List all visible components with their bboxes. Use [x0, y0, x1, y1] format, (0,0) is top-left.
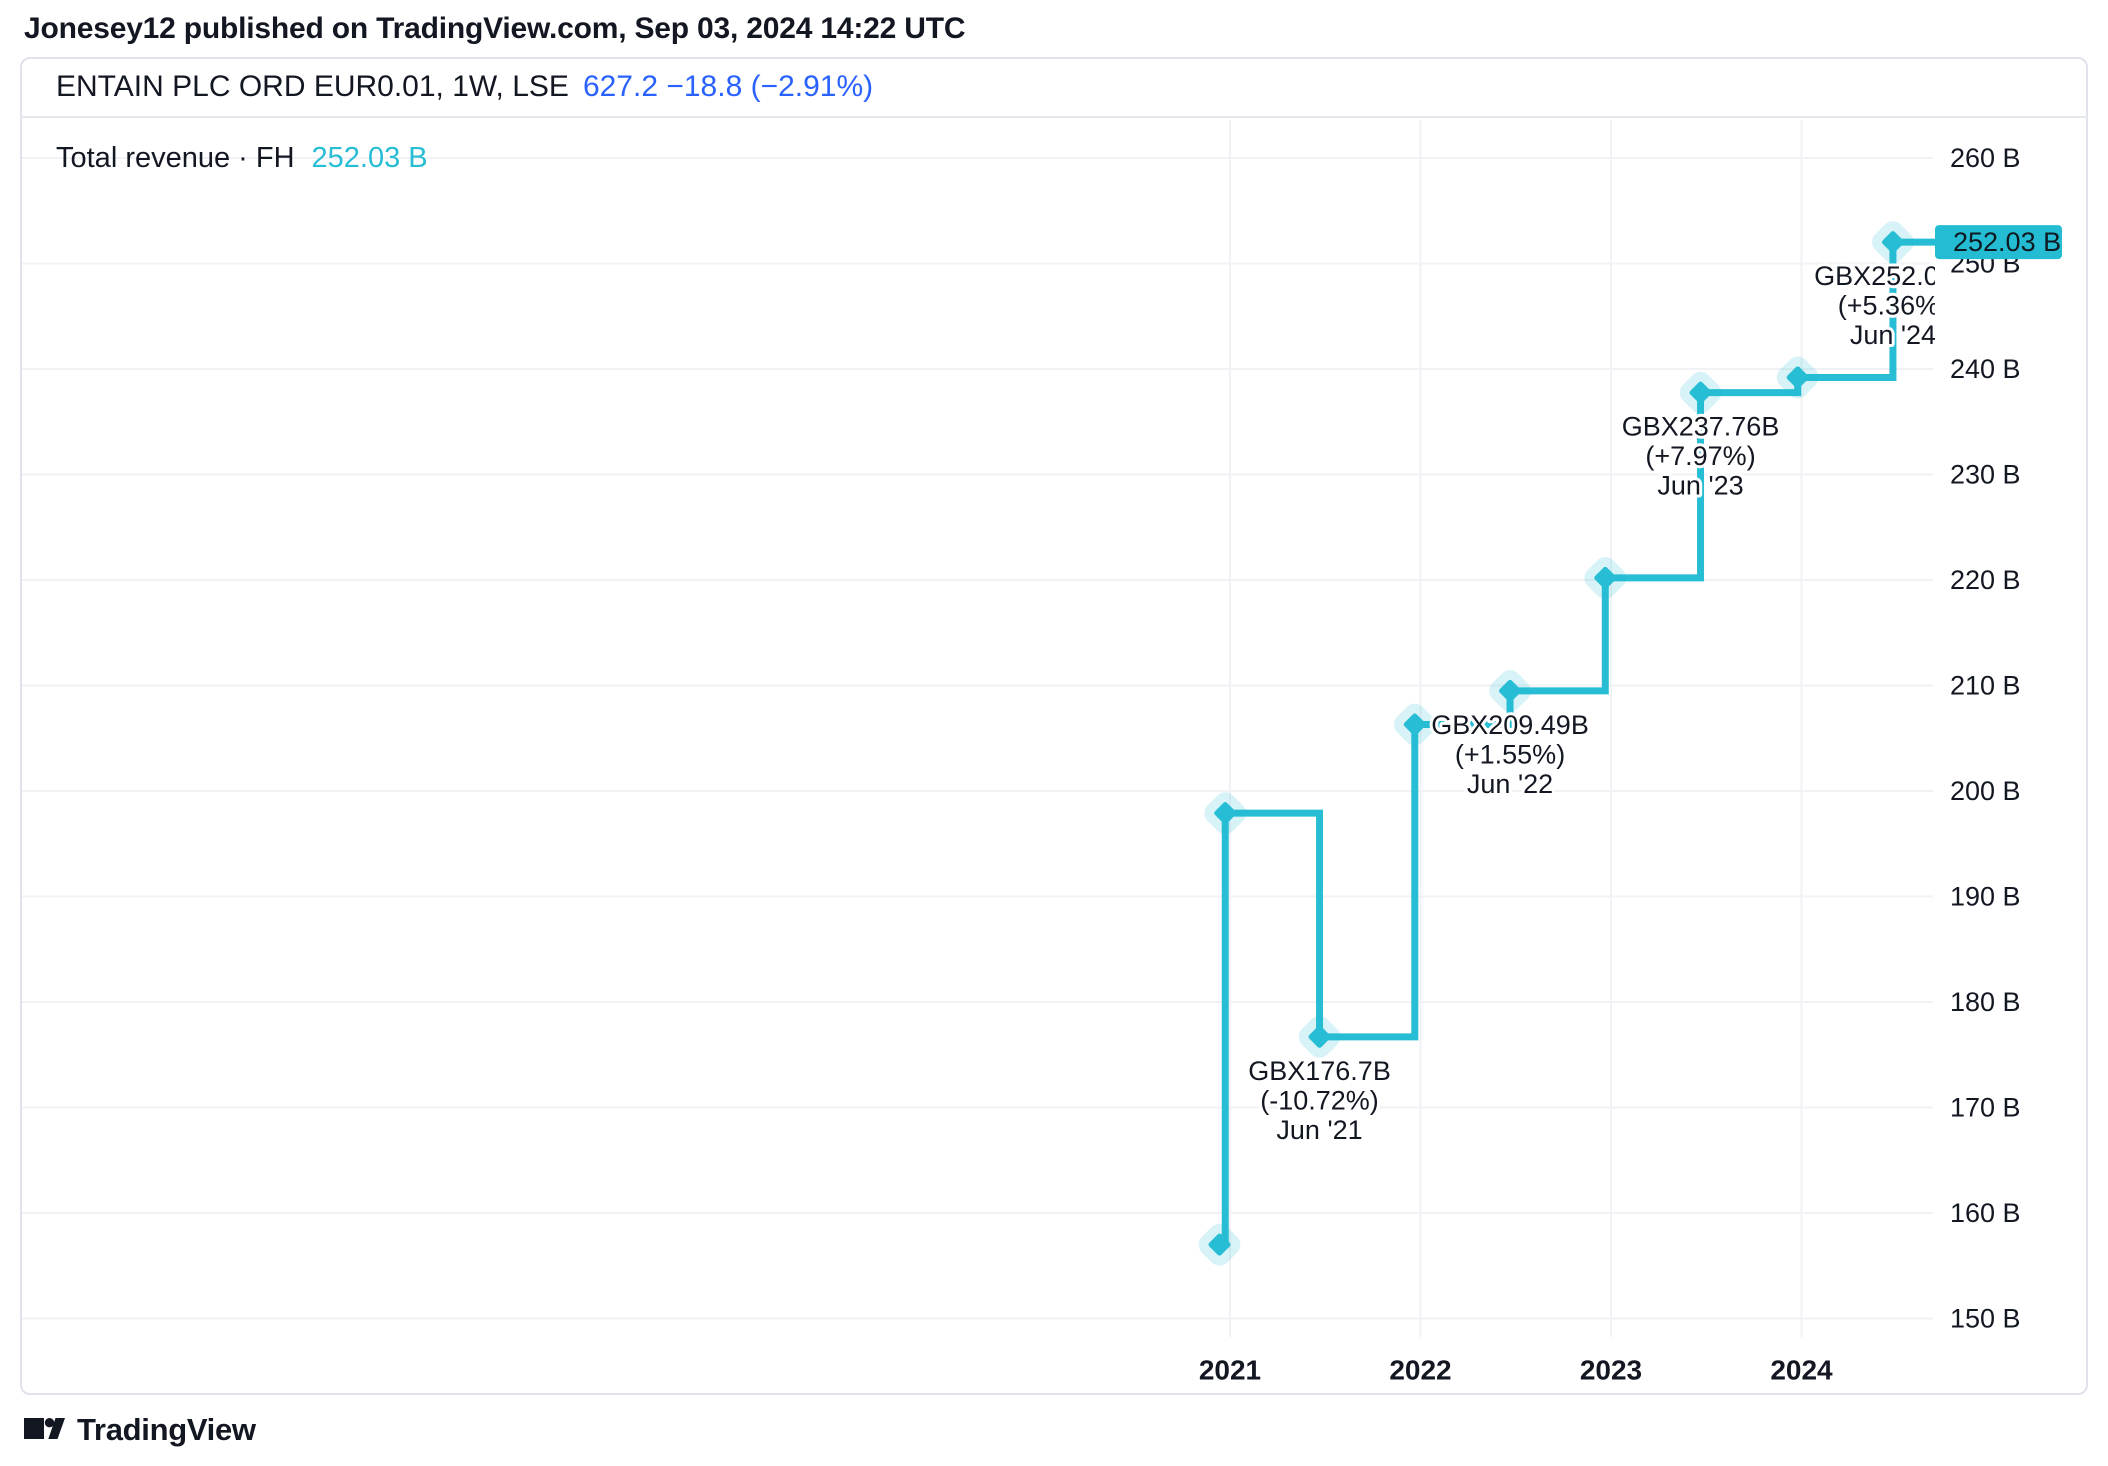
- x-tick-label: 2024: [1770, 1355, 1833, 1386]
- y-tick-label: 220 B: [1950, 565, 2021, 595]
- chart-card: [20, 57, 2088, 1395]
- annotation-line: GBX209.49B: [1431, 710, 1589, 740]
- symbol-quote-values: 627.2 −18.8 (−2.91%): [582, 69, 874, 103]
- tradingview-logo-label: TradingView: [77, 1412, 256, 1447]
- data-point-markers: [1198, 221, 1914, 1266]
- annotation-line: Jun '22: [1467, 769, 1553, 799]
- y-tick-label: 160 B: [1950, 1198, 2021, 1228]
- point-marker: [1214, 802, 1237, 825]
- annotation-line: GBX252.03B: [1814, 261, 1972, 291]
- symbol-title: ENTAIN PLC ORD EUR0.01, 1W, LSE: [56, 69, 569, 103]
- y-tick-label: 240 B: [1950, 354, 2021, 384]
- chart-legend: Total revenue · FH 252.03 B: [56, 142, 428, 175]
- gridlines: [22, 120, 1933, 1337]
- symbol-header-row: ENTAIN PLC ORD EUR0.01, 1W, LSE 627.2 −1…: [20, 57, 2088, 118]
- attribution-text[interactable]: Jonesey12 published on TradingView.com, …: [24, 12, 966, 45]
- point-annotations: GBX176.7B(-10.72%)Jun '21 GBX209.49B(+1.5…: [1245, 258, 1972, 1148]
- y-tick-label: 180 B: [1950, 987, 2021, 1017]
- legend-last-value: 252.03 B: [311, 142, 428, 174]
- y-tick-label: 210 B: [1950, 671, 2021, 701]
- annotation-line: Jun '24: [1850, 320, 1936, 350]
- x-axis-labels: 2021 2022 2023 2024: [1199, 1355, 1833, 1386]
- legend-series-label: Total revenue · FH: [56, 142, 295, 174]
- tradingview-logo-icon: [24, 1418, 65, 1439]
- point-marker: [1499, 679, 1522, 702]
- annotation-line: Jun '21: [1276, 1115, 1362, 1145]
- point-marker: [1208, 1233, 1231, 1256]
- annotation-line: Jun '23: [1657, 471, 1743, 501]
- annotation-line: GBX237.76B: [1622, 412, 1780, 442]
- annotation-line: (-10.72%): [1260, 1085, 1379, 1115]
- point-marker: [1403, 713, 1426, 736]
- annotation-line: (+5.36%): [1838, 291, 1948, 321]
- last-value-tag-text: 252.03 B: [1953, 227, 2061, 257]
- revenue-step-line: [1219, 238, 1935, 1249]
- annotation-line: (+7.97%): [1645, 441, 1755, 471]
- point-marker: [1786, 366, 1809, 389]
- x-tick-label: 2022: [1389, 1355, 1451, 1386]
- y-tick-label: 260 B: [1950, 143, 2021, 173]
- y-tick-label: 200 B: [1950, 776, 2021, 806]
- x-tick-label: 2021: [1199, 1355, 1261, 1386]
- y-tick-label: 190 B: [1950, 882, 2021, 912]
- point-marker: [1308, 1025, 1331, 1048]
- annotation-line: (+1.55%): [1455, 739, 1565, 769]
- annotation-line: GBX176.7B: [1248, 1056, 1391, 1086]
- y-tick-label: 230 B: [1950, 460, 2021, 490]
- last-value-tag: 252.03 B: [1935, 225, 2062, 260]
- point-marker: [1594, 566, 1617, 589]
- point-marker: [1881, 231, 1904, 254]
- x-tick-label: 2023: [1580, 1355, 1642, 1386]
- y-tick-label: 170 B: [1950, 1093, 2021, 1123]
- tradingview-logo[interactable]: TradingView: [24, 1412, 256, 1448]
- point-marker: [1689, 381, 1712, 404]
- y-tick-label: 150 B: [1950, 1304, 2021, 1334]
